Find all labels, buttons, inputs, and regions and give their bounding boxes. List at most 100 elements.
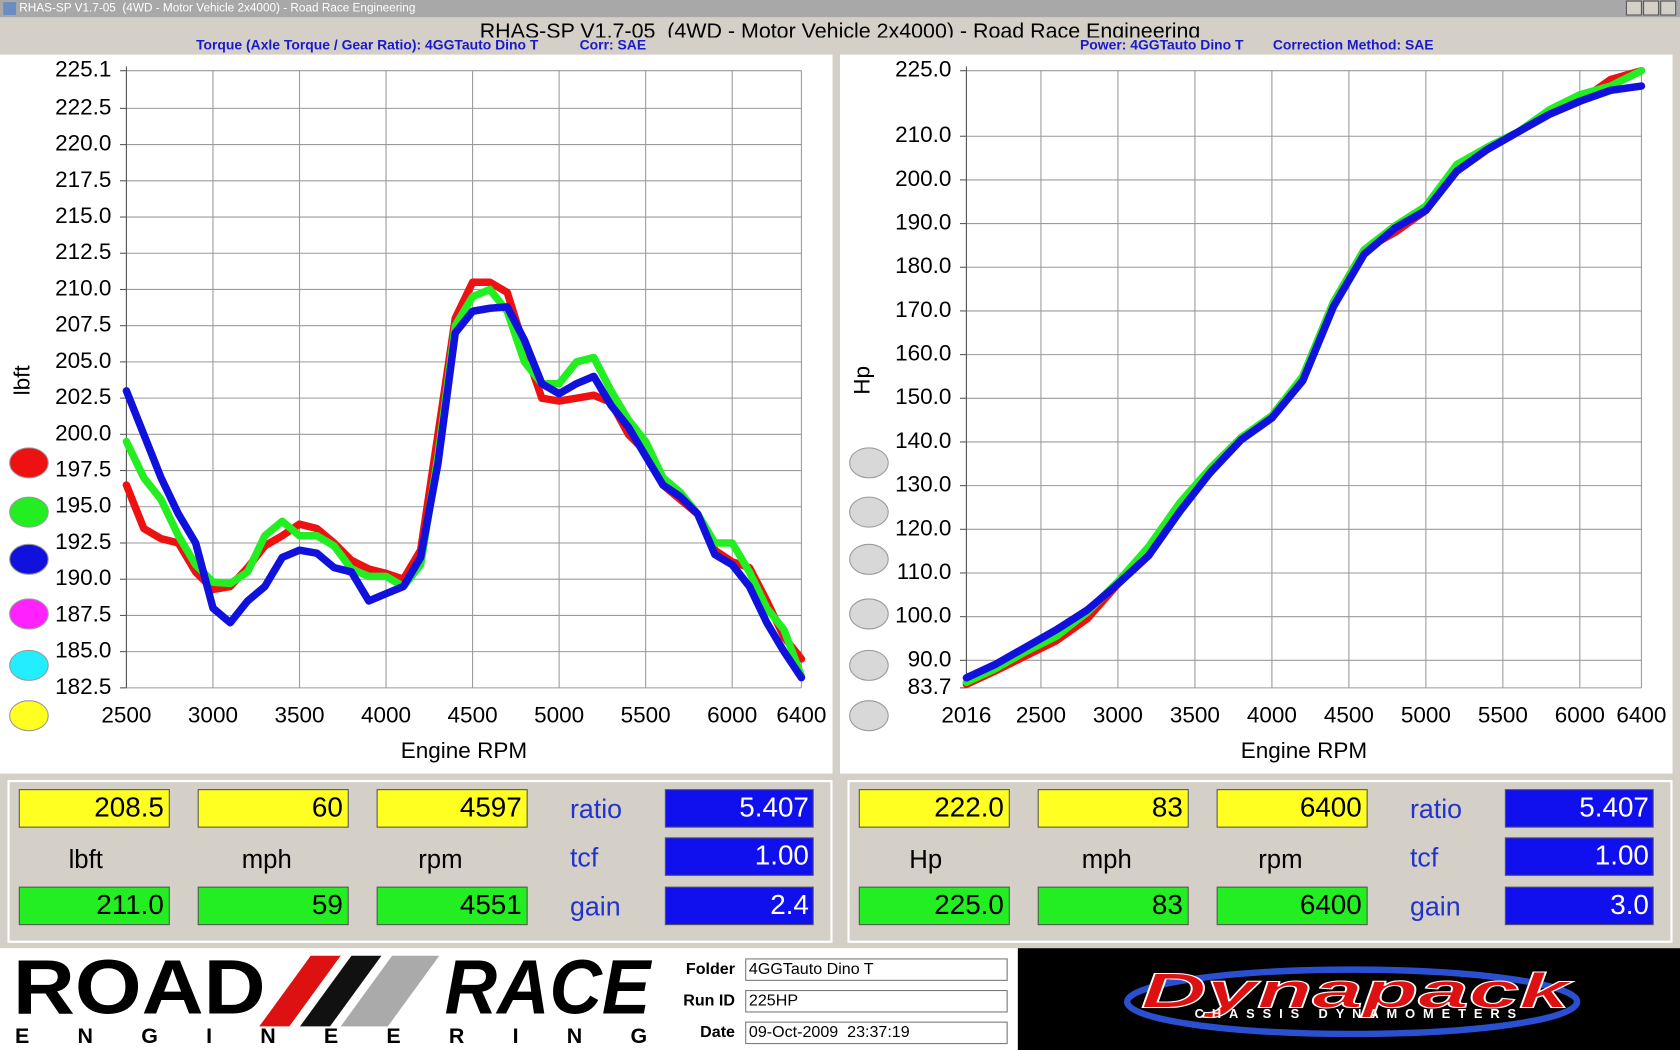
y-tick-label: 190.0 <box>55 565 111 590</box>
run-button[interactable] <box>849 543 889 575</box>
title-bar <box>0 0 1680 18</box>
y-tick-label: 140.0 <box>895 428 951 453</box>
x-axis-label: Engine RPM <box>401 738 527 763</box>
run-button[interactable] <box>9 496 49 528</box>
info-value: 225HP <box>749 991 798 1009</box>
y-tick-label: 120.0 <box>895 515 951 540</box>
run-button[interactable] <box>849 598 889 630</box>
info-label: Run ID <box>683 991 735 1009</box>
param-box <box>1504 886 1654 926</box>
value-box <box>858 886 1010 926</box>
chart-title: Torque (Axle Torque / Gear Ratio): 4GGTa… <box>196 37 539 53</box>
logo-swoosh <box>1123 966 1581 1038</box>
chart-correction: Correction Method: SAE <box>1273 37 1434 53</box>
param-value: 3.0 <box>1610 889 1649 920</box>
x-axis-label: Engine RPM <box>1241 738 1367 763</box>
y-tick-label: 160.0 <box>895 341 951 366</box>
value-box <box>197 886 349 926</box>
y-tick-label: 100.0 <box>895 603 951 628</box>
run-button[interactable] <box>849 496 889 528</box>
value-box <box>376 789 528 828</box>
run-button[interactable] <box>9 447 49 479</box>
run-button[interactable] <box>9 649 49 681</box>
chart-correction: Corr: SAE <box>580 37 646 53</box>
y-tick-label: 225.1 <box>55 57 111 82</box>
y-tick-label: 185.0 <box>55 638 111 663</box>
peak-value: 59 <box>312 889 343 920</box>
y-tick-label: 210.0 <box>895 122 951 147</box>
param-value: 5.407 <box>1579 791 1649 822</box>
y-axis-label: Hp <box>850 366 875 395</box>
y-tick-label: 110.0 <box>897 559 952 584</box>
param-box <box>664 789 814 828</box>
value-box <box>1037 789 1189 828</box>
logo-slash <box>340 955 440 1027</box>
y-tick-label: 190.0 <box>895 210 951 235</box>
y-tick-label: 170.0 <box>895 297 951 322</box>
app-icon <box>3 2 17 16</box>
run-button[interactable] <box>849 649 889 681</box>
y-axis-label: lbft <box>10 365 35 396</box>
maximize-button[interactable] <box>1643 0 1660 16</box>
x-tick-label: 5000 <box>534 703 584 728</box>
y-tick-label: 195.0 <box>55 493 111 518</box>
peak-value: 83 <box>1152 889 1183 920</box>
current-value: 83 <box>1152 791 1183 822</box>
param-value: 2.4 <box>770 889 809 920</box>
title-bar-text: RHAS-SP V1.7-05 (4WD - Motor Vehicle 2x4… <box>19 2 415 15</box>
y-tick-label: 220.0 <box>55 131 111 156</box>
x-tick-label: 5500 <box>1478 703 1528 728</box>
param-label: ratio <box>1410 794 1462 824</box>
x-tick-label: 2500 <box>1016 703 1066 728</box>
info-field <box>745 958 1008 981</box>
chart-panel <box>0 54 833 774</box>
param-box <box>1504 789 1654 828</box>
run-button[interactable] <box>9 598 49 630</box>
value-box <box>1216 886 1368 926</box>
info-field <box>745 1021 1008 1045</box>
unit-label: mph <box>242 846 292 874</box>
y-tick-label: 90.0 <box>908 646 952 671</box>
param-box <box>664 837 814 876</box>
chart-panel <box>840 54 1673 774</box>
value-box <box>1037 886 1189 926</box>
run-button[interactable] <box>9 700 49 732</box>
y-tick-label: 197.5 <box>55 456 111 481</box>
current-value: 6400 <box>1300 791 1362 822</box>
y-tick-label: 212.5 <box>55 239 111 264</box>
info-field <box>745 990 1008 1013</box>
param-box <box>664 886 814 926</box>
minimize-button[interactable] <box>1625 0 1642 16</box>
peak-value: 6400 <box>1300 889 1362 920</box>
x-tick-label: 4500 <box>448 703 498 728</box>
x-tick-label: 6400 <box>1616 703 1666 728</box>
info-value: 09-Oct-2009 23:37:19 <box>749 1023 910 1041</box>
info-value: 4GGTauto Dino T <box>749 960 874 978</box>
run-button[interactable] <box>849 447 889 479</box>
run-button[interactable] <box>9 543 49 575</box>
y-tick-label: 207.5 <box>55 312 111 337</box>
run-selectors <box>9 447 889 732</box>
info-label: Date <box>700 1023 735 1041</box>
param-label: gain <box>1410 892 1461 922</box>
close-button[interactable] <box>1660 0 1677 16</box>
peak-value: 211.0 <box>96 889 164 920</box>
y-tick-label: 83.7 <box>908 674 952 699</box>
run-button[interactable] <box>849 700 889 732</box>
data-line <box>962 82 1646 682</box>
y-tick-label: 222.5 <box>55 94 111 119</box>
x-tick-label: 6000 <box>707 703 757 728</box>
unit-label: Hp <box>909 846 942 874</box>
y-tick-label: 180.0 <box>895 253 951 278</box>
logo-dynapack: Dynapack <box>1141 963 1574 1018</box>
unit-label: mph <box>1082 846 1132 874</box>
param-value: 1.00 <box>755 840 809 871</box>
x-tick-label: 6000 <box>1555 703 1605 728</box>
y-tick-label: 215.0 <box>55 203 111 228</box>
x-tick-label: 2016 <box>941 703 991 728</box>
current-value: 60 <box>312 791 343 822</box>
y-tick-label: 225.0 <box>895 57 951 82</box>
x-tick-label: 5500 <box>621 703 671 728</box>
x-tick-label: 5000 <box>1401 703 1451 728</box>
